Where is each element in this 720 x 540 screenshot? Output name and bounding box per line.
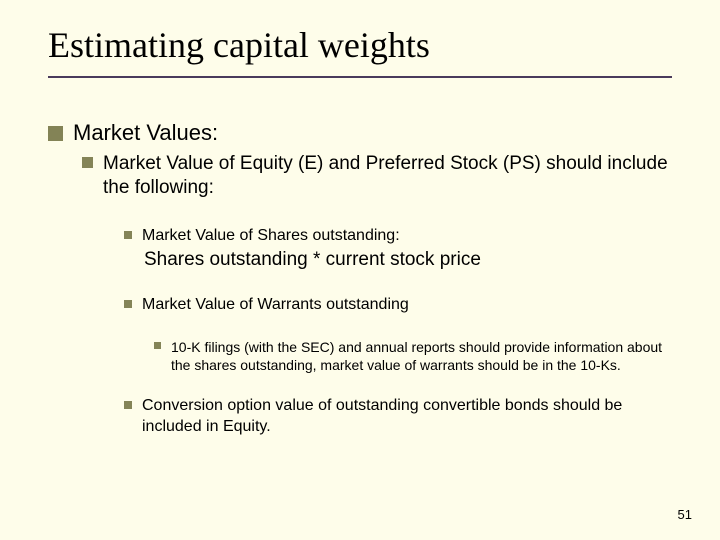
bullet-l2-text: Market Value of Equity (E) and Preferred… — [103, 152, 672, 200]
bullet-level2: Market Value of Equity (E) and Preferred… — [82, 152, 672, 200]
bullet-l1-text: Market Values: — [73, 120, 218, 146]
formula-text: Shares outstanding * current stock price — [144, 248, 672, 273]
bullet-square-icon — [154, 342, 161, 349]
page-number: 51 — [678, 507, 692, 522]
bullet-square-icon — [82, 157, 93, 168]
bullet-square-icon — [124, 300, 132, 308]
bullet-l4-text: 10-K filings (with the SEC) and annual r… — [171, 338, 672, 374]
bullet-square-icon — [48, 126, 63, 141]
bullet-level3-a: Market Value of Shares outstanding: Shar… — [124, 226, 672, 273]
slide-container: Estimating capital weights Market Values… — [0, 0, 720, 438]
bullet-level1: Market Values: — [48, 120, 672, 146]
bullet-level4: 10-K filings (with the SEC) and annual r… — [154, 338, 672, 374]
bullet-level3-c: Conversion option value of outstanding c… — [124, 396, 672, 438]
bullet-square-icon — [124, 231, 132, 239]
slide-title: Estimating capital weights — [48, 24, 672, 78]
bullet-square-icon — [124, 401, 132, 409]
bullet-l3b-text: Market Value of Warrants outstanding — [142, 295, 409, 316]
bullet-level3-b: Market Value of Warrants outstanding — [124, 295, 672, 316]
bullet-l3c-text: Conversion option value of outstanding c… — [142, 396, 672, 438]
bullet-l3a-text: Market Value of Shares outstanding: — [142, 226, 400, 247]
